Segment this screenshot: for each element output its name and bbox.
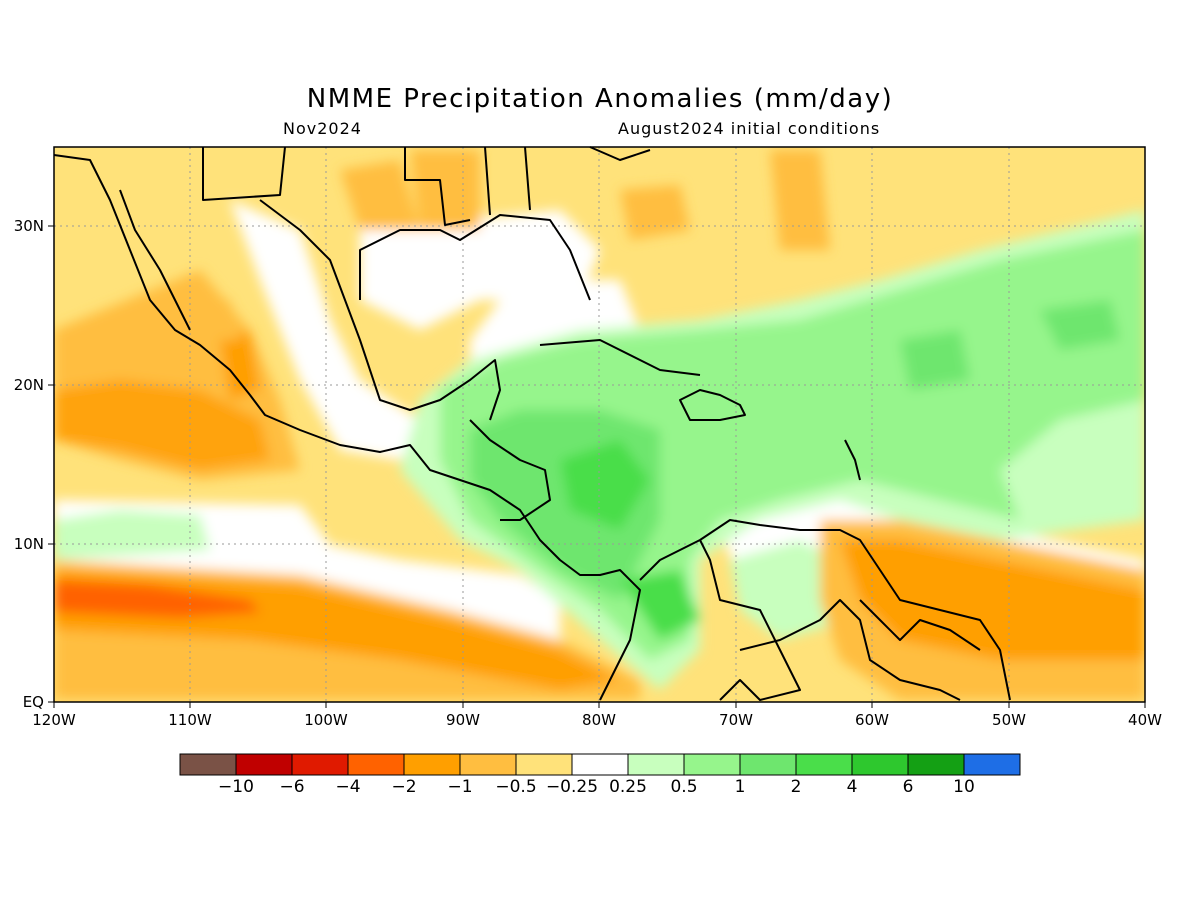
colorbar-swatch (179, 753, 237, 776)
colorbar-swatch (515, 753, 573, 776)
colorbar-swatch (907, 753, 965, 776)
colorbar-swatch (291, 753, 349, 776)
lon-label: 80W (582, 711, 616, 729)
colorbar-label: −0.25 (546, 777, 598, 797)
colorbar-label: −10 (218, 777, 254, 797)
colorbar-swatch (795, 753, 853, 776)
colorbar-label: 10 (953, 777, 975, 797)
map-title: NMME Precipitation Anomalies (mm/day) (306, 84, 894, 114)
colorbar-swatch (403, 753, 461, 776)
colorbar-label: 4 (847, 777, 858, 797)
colorbar-swatch (347, 753, 405, 776)
lat-axis-labels: EQ 10N 20N 30N (14, 217, 44, 711)
lon-label: 50W (992, 711, 1026, 729)
lat-label: 30N (14, 217, 44, 235)
colorbar-label: 6 (903, 777, 914, 797)
lon-axis-labels: 120W 110W 100W 90W 80W 70W 60W 50W 40W (32, 711, 1162, 729)
lon-label: 120W (32, 711, 76, 729)
colorbar-swatch (963, 753, 1021, 776)
colorbar-swatch (627, 753, 685, 776)
initial-conditions: August2024 initial conditions (618, 119, 881, 138)
colorbar-swatch (851, 753, 909, 776)
colorbar-label: 0.5 (670, 777, 697, 797)
lon-label: 70W (719, 711, 753, 729)
lat-label: EQ (23, 693, 44, 711)
lat-label: 10N (14, 535, 44, 553)
colorbar-swatch (571, 753, 629, 776)
lon-label: 110W (168, 711, 212, 729)
colorbar-swatch (235, 753, 293, 776)
colorbar-swatch (739, 753, 797, 776)
colorbar-swatch (683, 753, 741, 776)
colorbar-swatch (459, 753, 517, 776)
gridlines (54, 147, 1145, 702)
colorbar-label: 1 (735, 777, 746, 797)
colorbar-label: −6 (279, 777, 304, 797)
valid-month: Nov2024 (283, 119, 362, 138)
colorbar-label: −1 (447, 777, 472, 797)
colorbar-label: −2 (391, 777, 416, 797)
lon-label: 100W (304, 711, 348, 729)
lat-label: 20N (14, 376, 44, 394)
colorbar: −10 −6 −4 −2 −1 −0.5 −0.25 0.25 0.5 1 2 4 6 10 (179, 753, 1021, 797)
lon-label: 60W (855, 711, 889, 729)
lon-label: 40W (1128, 711, 1162, 729)
colorbar-label: 0.25 (609, 777, 647, 797)
tick-marks (48, 225, 1146, 708)
colorbar-label: −4 (335, 777, 360, 797)
colorbar-label: 2 (791, 777, 802, 797)
colorbar-label: −0.5 (495, 777, 536, 797)
anomaly-field (54, 147, 1145, 702)
coastlines (53, 146, 1011, 701)
lon-label: 90W (446, 711, 480, 729)
